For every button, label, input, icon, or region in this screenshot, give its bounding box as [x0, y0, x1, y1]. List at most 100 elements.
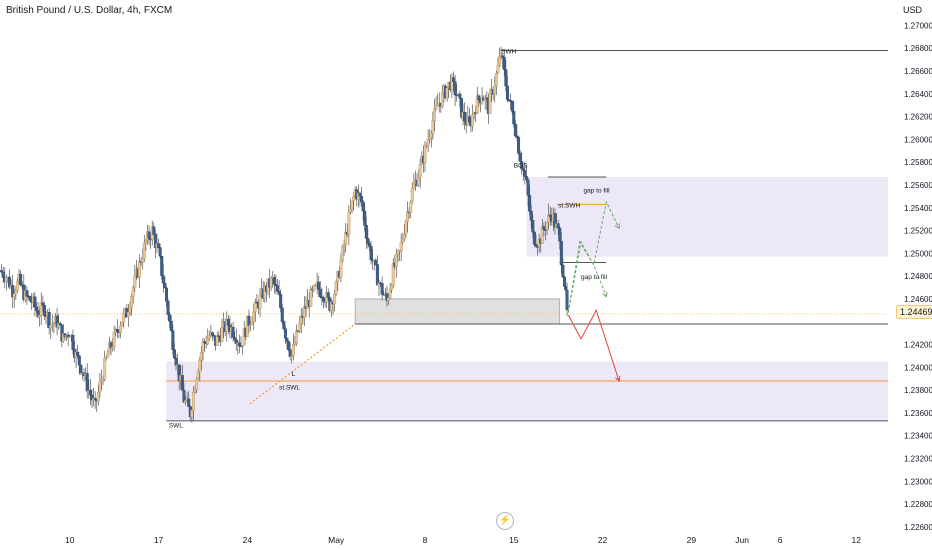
candle	[157, 238, 161, 249]
candle-body	[344, 231, 348, 245]
candle-body	[524, 176, 528, 180]
y-tick-label: 1.24800	[904, 272, 932, 281]
candle	[520, 151, 524, 175]
candle	[172, 342, 176, 360]
annotation-label: SWH	[501, 48, 516, 55]
candle	[480, 87, 484, 105]
candle-body	[423, 145, 427, 164]
candle-body	[250, 321, 254, 325]
candle	[561, 257, 565, 279]
candle	[312, 284, 316, 293]
candle-body	[434, 105, 438, 109]
candle	[206, 328, 210, 346]
candle-body	[141, 258, 145, 263]
candle-body	[130, 296, 134, 308]
candle-body	[88, 389, 92, 396]
candle-body	[412, 183, 416, 189]
y-tick-label: 1.23000	[904, 477, 932, 486]
candle-body	[295, 330, 299, 344]
candle-body	[402, 233, 406, 239]
candle	[496, 57, 500, 75]
candle-body	[163, 282, 167, 289]
candle-body	[0, 270, 4, 273]
candle-body	[360, 195, 364, 203]
candle-body	[559, 240, 563, 266]
y-tick-label: 1.25200	[904, 227, 932, 236]
candle-body	[115, 329, 119, 332]
candle	[423, 141, 427, 172]
candle-body	[15, 280, 19, 291]
candle-body	[131, 287, 135, 297]
candle-body	[467, 116, 471, 123]
candle-body	[565, 289, 569, 311]
candle	[195, 377, 199, 394]
candle	[237, 334, 241, 354]
candle-body	[58, 323, 62, 326]
candle-body	[106, 352, 110, 358]
candle-body	[496, 65, 500, 74]
candle	[164, 286, 168, 307]
candle	[88, 379, 92, 406]
candle-body	[283, 328, 287, 339]
candle-body	[76, 351, 80, 357]
candle	[565, 282, 569, 317]
candle-body	[347, 212, 351, 235]
y-tick-label: 1.23600	[904, 409, 932, 418]
candle	[388, 282, 392, 300]
candle-body	[201, 341, 205, 353]
candle-body	[352, 196, 356, 202]
candle-body	[233, 337, 237, 340]
candle-body	[358, 192, 362, 197]
candle-body	[280, 307, 284, 322]
candle-body	[160, 256, 164, 276]
candle	[399, 233, 403, 262]
candle	[55, 307, 59, 336]
y-tick-label: 1.24600	[904, 295, 932, 304]
y-tick-label: 1.24000	[904, 363, 932, 372]
candle-body	[252, 311, 256, 323]
candle	[432, 98, 436, 132]
candle	[494, 70, 498, 95]
annotation-label: SWL	[169, 422, 183, 429]
candle	[559, 232, 563, 274]
candle-body	[231, 326, 235, 338]
candle-body	[298, 323, 302, 332]
lightning-icon[interactable]: ⚡	[496, 512, 514, 530]
y-tick-label: 1.23200	[904, 454, 932, 463]
candle	[106, 349, 110, 358]
candle	[455, 84, 459, 102]
candle-body	[528, 195, 532, 212]
candle	[347, 205, 351, 246]
candle-body	[512, 110, 516, 125]
candle-body	[226, 319, 230, 326]
candle-body	[161, 275, 165, 284]
candle-body	[71, 334, 75, 350]
candle-body	[518, 153, 522, 162]
candle-body	[542, 226, 546, 230]
y-tick-label: 1.26200	[904, 113, 932, 122]
candle	[258, 288, 262, 318]
candle	[77, 354, 81, 376]
candle-body	[237, 342, 241, 347]
candle-body	[126, 312, 130, 318]
candle-body	[391, 262, 395, 286]
candle-body	[394, 253, 398, 267]
x-tick-label: May	[328, 535, 345, 545]
candle-body	[471, 114, 475, 127]
candle	[142, 234, 146, 262]
annotation-label: BOS	[514, 162, 528, 169]
candle-body	[458, 93, 462, 99]
x-tick-label: 8	[423, 535, 428, 545]
candle	[133, 264, 137, 293]
candle-body	[440, 92, 444, 107]
candle-body	[193, 389, 197, 393]
candle-body	[429, 133, 433, 138]
y-tick-label: 1.25000	[904, 249, 932, 258]
candle	[4, 274, 8, 291]
candle	[247, 309, 251, 333]
candle-body	[369, 246, 373, 260]
candle	[76, 344, 80, 359]
candle-body	[532, 231, 536, 245]
y-tick-label: 1.26800	[904, 44, 932, 53]
